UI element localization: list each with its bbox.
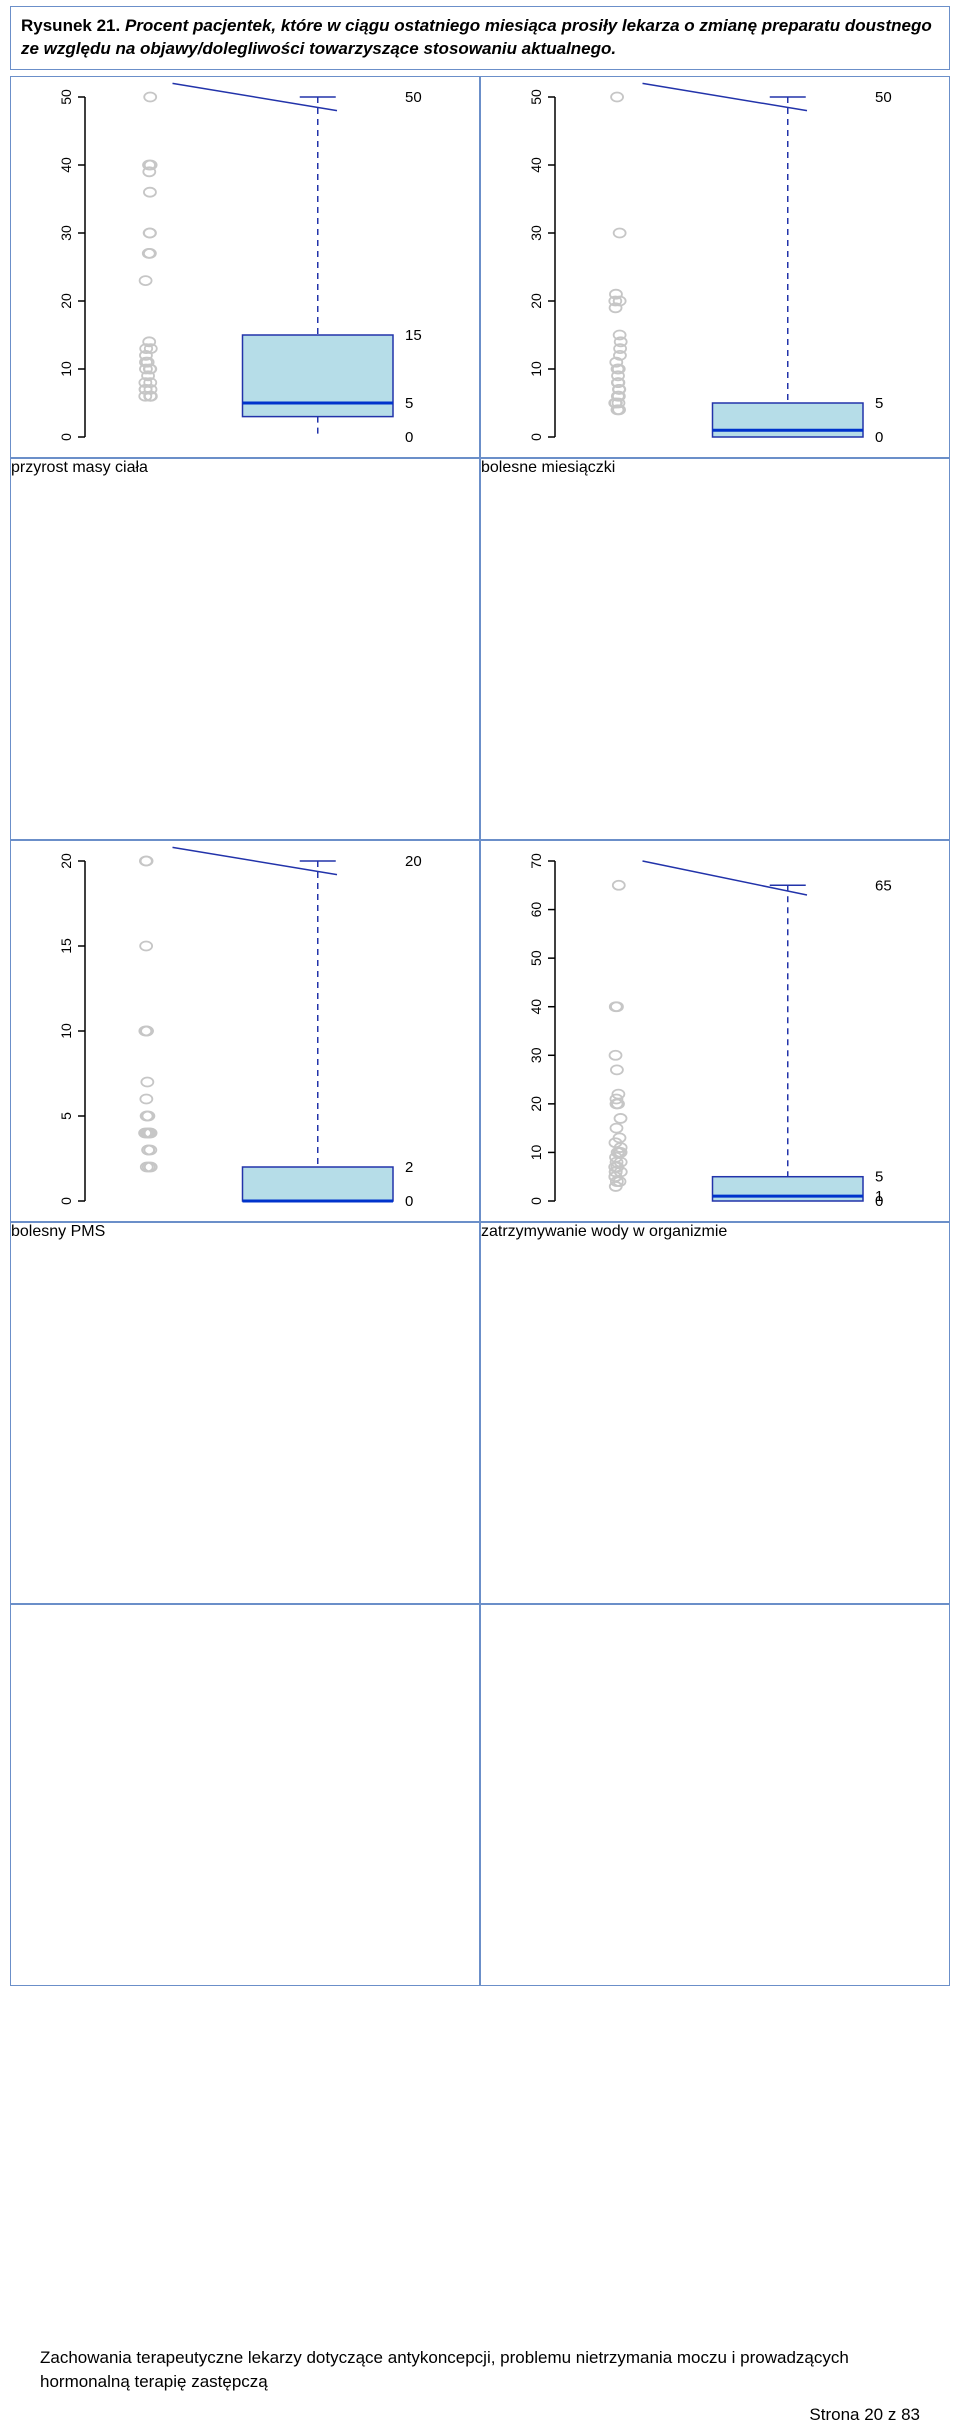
svg-text:10: 10 xyxy=(528,361,544,377)
svg-text:40: 40 xyxy=(528,999,544,1015)
boxplot-pms: 051015202020 xyxy=(11,841,479,1221)
svg-text:0: 0 xyxy=(875,429,883,446)
svg-text:30: 30 xyxy=(58,225,74,241)
svg-text:0: 0 xyxy=(528,1197,544,1205)
svg-text:50: 50 xyxy=(528,89,544,105)
svg-text:50: 50 xyxy=(528,950,544,966)
spacer xyxy=(480,1604,950,1986)
svg-text:0: 0 xyxy=(875,1193,883,1210)
svg-text:50: 50 xyxy=(875,89,892,106)
svg-text:60: 60 xyxy=(528,901,544,917)
svg-text:0: 0 xyxy=(58,1197,74,1205)
svg-text:70: 70 xyxy=(528,853,544,869)
page-number: Strona 20 z 83 xyxy=(0,2405,920,2425)
boxplot-woda: 01020304050607065510 xyxy=(481,841,949,1221)
figure-title: Rysunek 21. Procent pacjentek, które w c… xyxy=(10,6,950,70)
svg-text:50: 50 xyxy=(405,89,422,106)
title-prefix: Rysunek 21. xyxy=(21,16,120,35)
svg-text:10: 10 xyxy=(58,1023,74,1039)
svg-text:15: 15 xyxy=(58,938,74,954)
svg-text:5: 5 xyxy=(875,395,883,412)
svg-text:20: 20 xyxy=(528,1096,544,1112)
svg-text:65: 65 xyxy=(875,877,892,894)
svg-text:20: 20 xyxy=(58,853,74,869)
svg-text:10: 10 xyxy=(58,361,74,377)
svg-text:20: 20 xyxy=(405,853,422,870)
spacer xyxy=(10,1604,480,1986)
svg-text:20: 20 xyxy=(58,293,74,309)
svg-text:15: 15 xyxy=(405,327,422,344)
boxplot-miesiaczki: 010203040505050 xyxy=(481,77,949,457)
svg-text:0: 0 xyxy=(528,433,544,441)
svg-text:5: 5 xyxy=(405,395,413,412)
chart-cell: 01020304050607065510 xyxy=(480,840,950,1222)
chart-label: bolesny PMS xyxy=(10,1222,480,1604)
svg-text:30: 30 xyxy=(528,225,544,241)
svg-text:2: 2 xyxy=(405,1159,413,1176)
chart-grid: 01020304050501550 010203040505050 przyro… xyxy=(10,76,950,1986)
svg-text:40: 40 xyxy=(58,157,74,173)
chart-label: bolesne miesiączki xyxy=(480,458,950,840)
chart-cell: 01020304050501550 xyxy=(10,76,480,458)
chart-cell: 010203040505050 xyxy=(480,76,950,458)
footer-text: Zachowania terapeutyczne lekarzy dotyczą… xyxy=(40,2346,920,2394)
chart-label: przyrost masy ciała xyxy=(10,458,480,840)
chart-cell: 051015202020 xyxy=(10,840,480,1222)
svg-text:0: 0 xyxy=(58,433,74,441)
svg-text:20: 20 xyxy=(528,293,544,309)
title-rest: Procent pacjentek, które w ciągu ostatni… xyxy=(21,16,932,58)
svg-text:5: 5 xyxy=(875,1169,883,1186)
boxplot-przyrost: 01020304050501550 xyxy=(11,77,479,457)
svg-text:50: 50 xyxy=(58,89,74,105)
svg-text:5: 5 xyxy=(58,1112,74,1120)
svg-text:30: 30 xyxy=(528,1047,544,1063)
chart-label: zatrzymywanie wody w organizmie xyxy=(480,1222,950,1604)
svg-text:40: 40 xyxy=(528,157,544,173)
svg-text:10: 10 xyxy=(528,1144,544,1160)
svg-text:0: 0 xyxy=(405,429,413,446)
svg-text:0: 0 xyxy=(405,1193,413,1210)
